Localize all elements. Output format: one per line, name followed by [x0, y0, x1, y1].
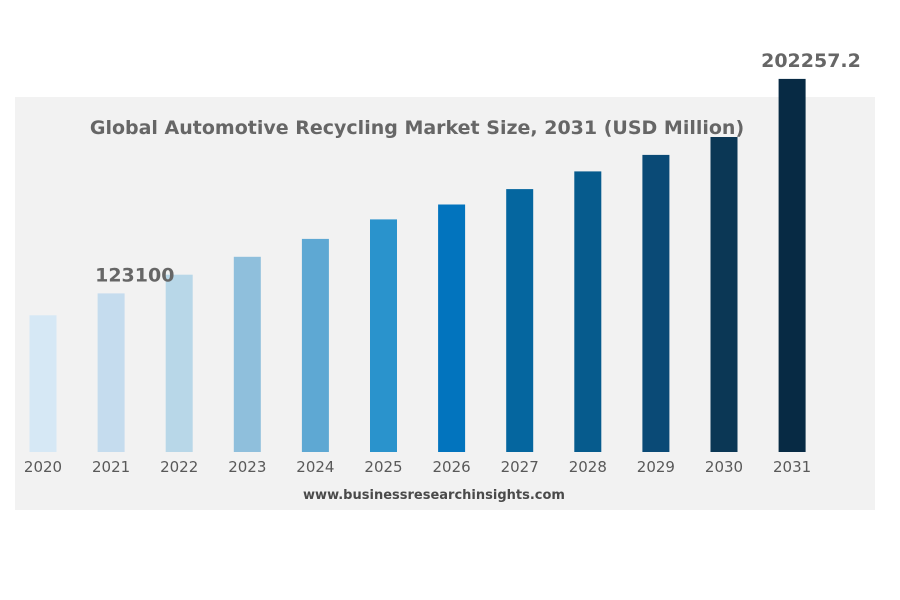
bar-2030	[710, 137, 738, 452]
x-tick-label: 2025	[364, 458, 402, 476]
bar-2026	[438, 204, 466, 452]
data-label-2021: 123100	[95, 264, 174, 286]
x-tick-label: 2028	[569, 458, 607, 476]
data-labels-group: 123100 202257.2	[95, 50, 861, 286]
x-tick-label: 2027	[501, 458, 539, 476]
x-tick-label: 2030	[705, 458, 743, 476]
data-label-2031: 202257.2	[761, 50, 861, 72]
x-tick-label: 2022	[160, 458, 198, 476]
x-tick-label: 2024	[296, 458, 334, 476]
x-tick-label: 2029	[637, 458, 675, 476]
x-tick-label: 2021	[92, 458, 130, 476]
bar-2027	[506, 189, 534, 452]
chart-title: Global Automotive Recycling Market Size,…	[90, 117, 744, 139]
bar-2022	[165, 274, 193, 452]
bars-group	[29, 78, 806, 453]
bar-2021	[97, 293, 125, 452]
x-tick-label: 2020	[24, 458, 62, 476]
x-tick-label: 2023	[228, 458, 266, 476]
bar-2029	[642, 154, 670, 452]
source-url: www.businessresearchinsights.com	[303, 488, 565, 503]
bar-2020	[29, 315, 57, 452]
x-tick-label: 2026	[433, 458, 471, 476]
x-tick-label: 2031	[773, 458, 811, 476]
bar-2024	[301, 238, 329, 452]
x-axis-ticks: 2020 2021 2022 2023 2024 2025 2026 2027 2028 2029…	[24, 458, 811, 476]
bar-2028	[574, 171, 602, 452]
bar-2025	[370, 219, 397, 452]
bar-2031	[778, 78, 806, 453]
bar-2023	[233, 256, 261, 452]
